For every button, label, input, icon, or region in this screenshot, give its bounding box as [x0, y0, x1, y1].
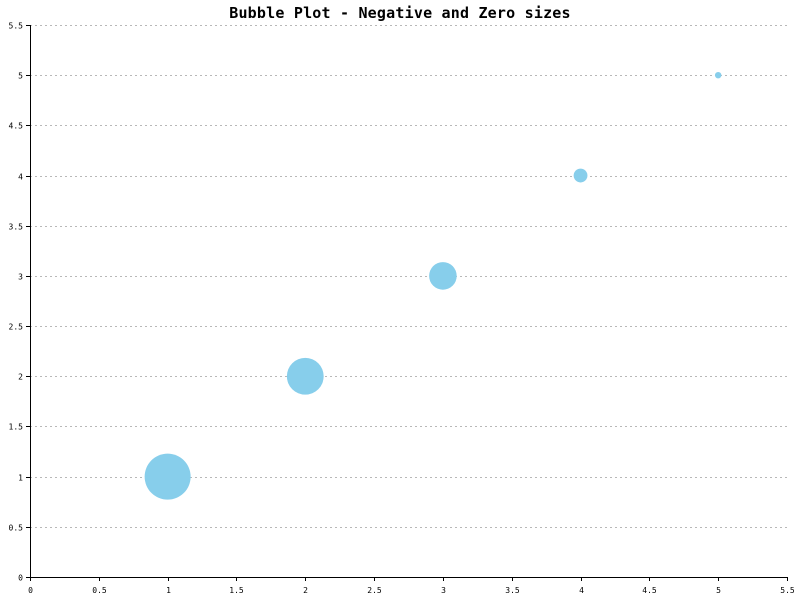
x-tick-label: 1.5 — [229, 586, 244, 595]
y-tick-label: 1.5 — [9, 423, 24, 432]
x-tick-label: 2 — [303, 586, 308, 595]
x-tick-label: 0.5 — [92, 586, 107, 595]
x-tick-label: 3 — [441, 586, 446, 595]
y-tick-label: 2.5 — [9, 323, 24, 332]
grid-lines — [30, 25, 787, 528]
x-tick-label: 2.5 — [367, 586, 382, 595]
y-tick-label: 5 — [18, 72, 23, 81]
y-tick-label: 4 — [18, 173, 23, 182]
chart-title: Bubble Plot - Negative and Zero sizes — [229, 4, 571, 22]
y-tick-label: 0 — [18, 574, 23, 583]
y-tick-label: 1 — [18, 474, 23, 483]
bubbles — [144, 71, 722, 500]
bubble-point — [286, 357, 324, 395]
y-tick-label: 0.5 — [9, 524, 24, 533]
x-tick-label: 5.5 — [780, 586, 795, 595]
bubble-point — [144, 453, 191, 500]
x-tick-label: 4.5 — [642, 586, 657, 595]
y-tick-label: 2 — [18, 373, 23, 382]
x-tick-label: 1 — [166, 586, 171, 595]
x-tick-label: 4 — [579, 586, 584, 595]
y-tick-label: 3 — [18, 273, 23, 282]
tick-labels: 0 0.5 1 1.5 2 2.5 3 3.5 4 4.5 5 5.5 0 0.5 1 1.5 2 2.5 3 3.5… — [9, 22, 795, 596]
y-tick-label: 4.5 — [9, 122, 24, 131]
x-tick-label: 0 — [28, 586, 33, 595]
y-tick-label: 5.5 — [9, 22, 24, 31]
axes — [26, 25, 788, 581]
x-tick-label: 3.5 — [505, 586, 520, 595]
bubble-point — [714, 71, 722, 79]
x-tick-label: 5 — [716, 586, 721, 595]
bubble-point — [573, 168, 588, 183]
y-tick-label: 3.5 — [9, 223, 24, 232]
bubble-point — [429, 262, 457, 290]
